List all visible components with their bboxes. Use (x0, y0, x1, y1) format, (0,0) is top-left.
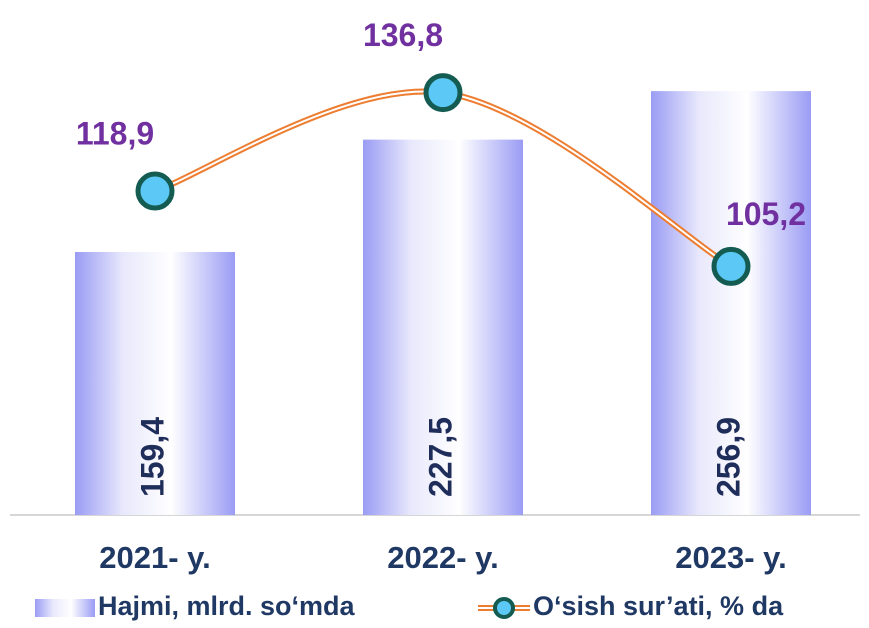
line-marker (711, 246, 751, 286)
legend-swatch (35, 599, 95, 617)
legend-marker (493, 597, 515, 619)
line-marker (423, 73, 463, 113)
x-tick-label: 2021- y. (99, 540, 210, 575)
x-tick-label: 2022- y. (387, 540, 498, 575)
bar (75, 251, 235, 516)
legend-label: O‘sish sur’ati, % da (533, 591, 784, 621)
line-value-label: 118,9 (76, 116, 154, 152)
line-value-label: 136,8 (363, 17, 443, 53)
legend-label: Hajmi, mlrd. so‘mda (98, 591, 356, 621)
line-marker (135, 171, 175, 211)
bar (363, 139, 523, 515)
line-value-label: 105,2 (726, 196, 806, 232)
bar (651, 91, 811, 516)
bar-value-label: 227,5 (422, 417, 458, 497)
bar-value-label: 159,4 (134, 417, 170, 497)
bar-value-label: 256,9 (710, 417, 746, 497)
x-tick-label: 2023- y. (675, 540, 786, 575)
